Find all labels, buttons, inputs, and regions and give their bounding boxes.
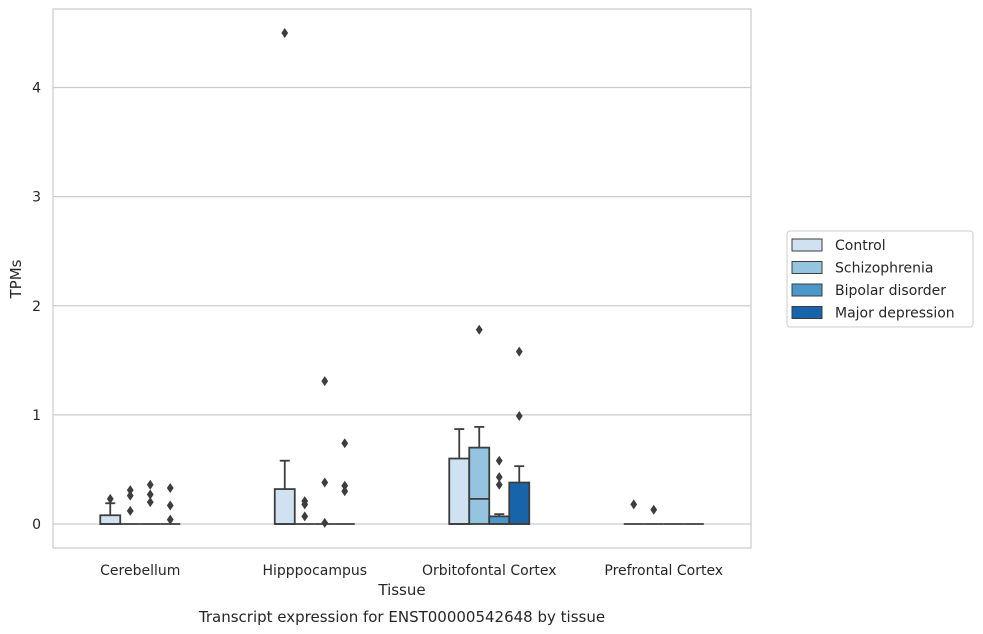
outlier-point bbox=[495, 455, 503, 466]
outlier-point bbox=[126, 505, 134, 516]
legend-swatch bbox=[791, 238, 823, 252]
legend-label: Control bbox=[835, 238, 886, 254]
box-body bbox=[488, 515, 511, 525]
box-0-0 bbox=[99, 493, 122, 525]
outlier-point bbox=[106, 493, 114, 504]
outlier-point bbox=[341, 486, 349, 497]
outlier-point bbox=[301, 496, 309, 507]
legend-swatch bbox=[791, 261, 823, 274]
box-1-1 bbox=[294, 496, 315, 525]
plot-frame bbox=[52, 8, 752, 549]
outlier-point bbox=[146, 497, 154, 508]
x-tick-label: Prefrontal Cortex bbox=[604, 563, 723, 579]
y-tick-label: 4 bbox=[32, 81, 41, 97]
outlier-point bbox=[495, 479, 503, 490]
box-2-2 bbox=[488, 455, 511, 525]
outlier-point bbox=[515, 346, 523, 357]
outlier-point bbox=[301, 511, 309, 522]
box-1-3 bbox=[334, 438, 355, 525]
y-tick-label: 1 bbox=[32, 408, 41, 424]
y-tick-labels: 0 1 2 3 4 bbox=[32, 81, 41, 533]
outlier-point bbox=[341, 480, 349, 491]
legend-label: Major depression bbox=[835, 306, 955, 322]
box-0-3 bbox=[160, 482, 181, 525]
y-tick-label: 3 bbox=[32, 190, 41, 206]
outlier-point bbox=[126, 485, 134, 496]
outlier-point bbox=[321, 477, 329, 488]
outlier-point bbox=[321, 376, 329, 387]
legend-label: Schizophrenia bbox=[835, 261, 933, 277]
box-body bbox=[448, 457, 471, 525]
outlier-point bbox=[166, 514, 174, 525]
x-tick-label: Hipppocampus bbox=[262, 563, 367, 579]
box-body bbox=[273, 488, 296, 525]
x-axis-label: Tissue bbox=[377, 581, 425, 599]
legend-swatch bbox=[791, 306, 823, 319]
outlier-point bbox=[630, 499, 638, 510]
box-0-1 bbox=[120, 485, 141, 525]
outlier-point bbox=[146, 489, 154, 500]
legend-frame bbox=[786, 230, 974, 328]
box-1-0 bbox=[273, 28, 296, 525]
box-body bbox=[99, 514, 122, 525]
outlier-point bbox=[475, 324, 483, 335]
y-tick-label: 2 bbox=[32, 299, 41, 315]
box-2-3 bbox=[508, 346, 531, 525]
box-0-2 bbox=[140, 479, 161, 525]
box-body bbox=[508, 481, 531, 525]
y-tick-label: 0 bbox=[32, 517, 41, 533]
legend-swatch bbox=[791, 283, 823, 297]
legend-label: Bipolar disorder bbox=[835, 283, 946, 299]
box-1-2 bbox=[314, 376, 335, 528]
outlier-point bbox=[495, 472, 503, 483]
outlier-point bbox=[515, 410, 523, 421]
outlier-point bbox=[650, 504, 658, 515]
outlier-point bbox=[166, 482, 174, 493]
box-2-0 bbox=[448, 428, 471, 525]
outlier-point bbox=[321, 517, 329, 528]
x-tick-labels: Cerebellum Hipppocampus Orbitofontal Corte… bbox=[100, 563, 723, 579]
legend: Control Schizophrenia Bipolar disorder Majo… bbox=[786, 230, 974, 328]
box-3-0 bbox=[623, 499, 644, 525]
chart-caption: Transcript expression for ENST0000054264… bbox=[198, 608, 605, 626]
outlier-point bbox=[341, 438, 349, 449]
outlier-point bbox=[146, 479, 154, 490]
x-tick-label: Orbitofontal Cortex bbox=[422, 563, 557, 579]
x-tick-label: Cerebellum bbox=[100, 563, 180, 579]
y-axis-label: TPMs bbox=[7, 259, 25, 299]
outlier-point bbox=[126, 490, 134, 501]
box-body bbox=[468, 446, 491, 525]
box-2-1 bbox=[468, 324, 491, 525]
outlier-point bbox=[281, 28, 289, 39]
box-3-1 bbox=[643, 504, 664, 525]
outlier-point bbox=[166, 500, 174, 511]
gridlines bbox=[53, 86, 751, 525]
box-plot-marks bbox=[99, 28, 704, 528]
